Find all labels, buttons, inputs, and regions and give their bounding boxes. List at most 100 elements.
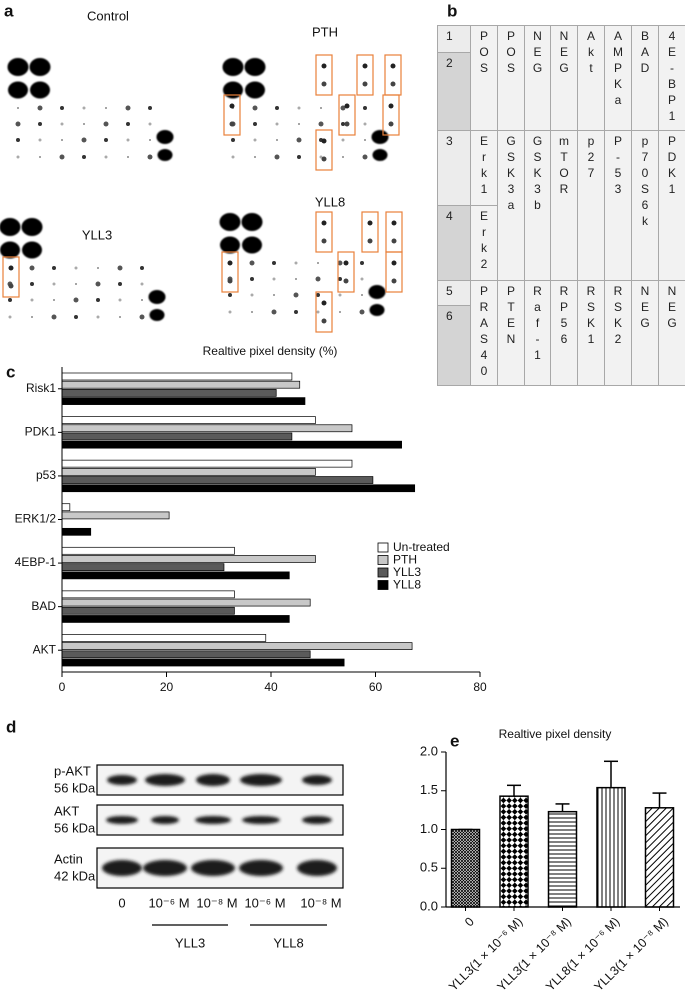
blot-dot xyxy=(148,122,152,126)
bar xyxy=(61,380,301,389)
bar xyxy=(596,786,626,908)
blot-dot xyxy=(16,155,20,159)
blot-dot xyxy=(249,260,255,266)
blot-dot xyxy=(96,298,100,302)
lane-label: 0 xyxy=(118,895,125,910)
blot-dot xyxy=(253,122,257,126)
bar xyxy=(61,606,235,615)
blot-dot xyxy=(367,220,373,226)
row-number: 5 xyxy=(437,280,471,306)
blot-dot xyxy=(315,276,321,282)
cell-text: NEG xyxy=(665,284,679,332)
blot-band xyxy=(239,860,283,876)
table-row: 6 xyxy=(437,305,685,386)
blot-dot xyxy=(228,310,232,314)
bar xyxy=(61,658,345,667)
blot-dot xyxy=(344,103,350,109)
legend-swatch xyxy=(377,567,389,578)
lane-label: 10⁻⁸ M xyxy=(196,895,237,910)
blot-dot xyxy=(295,278,297,280)
blot-spot xyxy=(156,130,174,144)
cell-text: RSK1 xyxy=(584,284,598,348)
blot-dot xyxy=(321,138,327,144)
row-number: 1 xyxy=(437,25,471,53)
y-tick-label: BAD xyxy=(31,599,56,613)
blot-title: YLL3 xyxy=(82,227,112,242)
blot-dot xyxy=(321,300,327,306)
blot-dot xyxy=(341,138,345,142)
blot-band xyxy=(107,775,137,785)
bar xyxy=(61,527,92,536)
blot-dot xyxy=(318,121,324,127)
blot-dot xyxy=(16,138,20,142)
blot-dot xyxy=(141,299,143,301)
blot-dot xyxy=(229,103,235,109)
blot-dot xyxy=(52,266,56,270)
blot-dot xyxy=(342,156,344,158)
panel-label: c xyxy=(6,362,15,381)
x-tick-label: 0 xyxy=(462,915,477,930)
blot-dot xyxy=(73,297,79,303)
y-tick-label: p53 xyxy=(36,468,56,482)
bar xyxy=(61,615,290,623)
blot-dot xyxy=(321,156,327,162)
blot-dot xyxy=(126,138,130,142)
cell-text: BAD xyxy=(638,29,652,77)
blot-dot xyxy=(231,155,235,159)
blot-band xyxy=(151,816,179,824)
legend-label: Un-treated xyxy=(393,540,450,554)
blot-dot xyxy=(148,106,152,110)
bar xyxy=(61,650,311,659)
blot-dot xyxy=(254,156,256,158)
blot-spot xyxy=(0,241,20,259)
table-cell: NEG xyxy=(524,25,551,131)
blot-band xyxy=(143,860,187,876)
x-tick-label: 40 xyxy=(264,680,278,694)
blot-dot xyxy=(29,265,35,271)
blot-dot xyxy=(103,121,109,127)
blot-dot xyxy=(126,122,130,126)
blot-dot xyxy=(227,260,233,266)
table-cell: NEG xyxy=(658,280,685,386)
blot-spot xyxy=(222,58,244,76)
table-cell: P-53 xyxy=(604,130,632,281)
blot-dot xyxy=(75,283,77,285)
blot-spot xyxy=(8,81,28,99)
blot-dot xyxy=(39,156,41,158)
blot-dot xyxy=(360,261,364,265)
y-tick-label: 1.0 xyxy=(420,821,438,836)
blot-spot xyxy=(22,241,42,259)
blot-dot xyxy=(321,220,327,226)
cell-text: 4E-BP1 xyxy=(665,29,679,125)
blot-size: 56 kDa xyxy=(54,780,96,795)
x-tick-label: 0 xyxy=(59,680,66,694)
highlight-box xyxy=(315,54,333,96)
bar xyxy=(450,828,481,908)
y-tick-label: AKT xyxy=(33,642,57,656)
chart-title: Realtive pixel density (%) xyxy=(203,344,338,358)
blot-spot xyxy=(30,81,50,99)
blot-dot xyxy=(251,311,253,313)
legend-label: YLL3 xyxy=(393,565,421,579)
panel-label: b xyxy=(447,1,457,20)
blot-dot xyxy=(250,277,254,281)
cell-text: Akt xyxy=(584,29,598,77)
y-tick-label: 0.5 xyxy=(420,860,438,875)
blot-dot xyxy=(105,107,107,109)
blot-dot xyxy=(31,316,33,318)
legend-swatch xyxy=(377,555,389,565)
blot-band xyxy=(302,816,332,824)
bar xyxy=(61,563,225,572)
cell-text: P-53 xyxy=(611,134,625,198)
highlight-box xyxy=(385,251,403,293)
row-number: 3 xyxy=(437,130,471,206)
blot-dot xyxy=(344,121,350,127)
blot-dot xyxy=(8,265,14,271)
blot-band xyxy=(297,860,337,876)
legend-label: YLL8 xyxy=(393,578,421,592)
table-cell: p70S6k xyxy=(631,130,659,281)
blot-band xyxy=(195,816,231,824)
blot-dot xyxy=(38,138,42,142)
blot-dot xyxy=(338,293,342,297)
